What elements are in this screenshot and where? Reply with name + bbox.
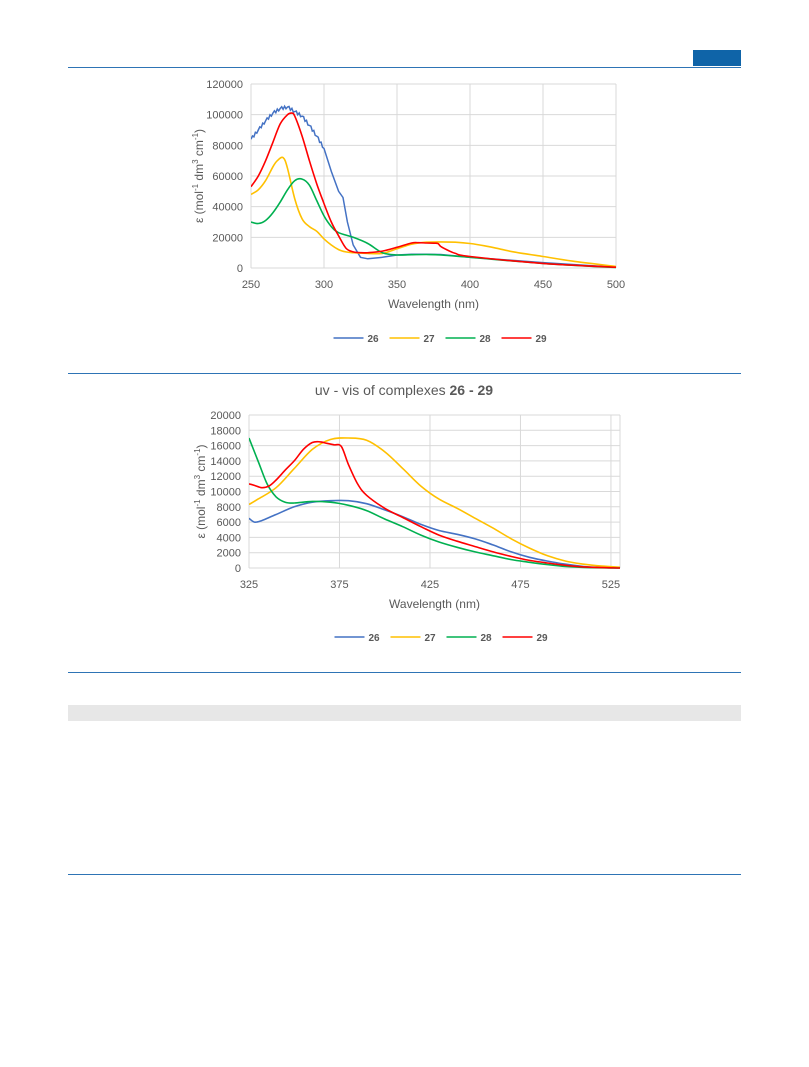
series-line-29 bbox=[251, 112, 616, 268]
legend-label: 28 bbox=[480, 334, 492, 345]
y-tick-label: 2000 bbox=[217, 548, 241, 560]
y-tick-label: 0 bbox=[237, 263, 243, 275]
series-line-28 bbox=[249, 437, 620, 569]
y-tick-label: 14000 bbox=[210, 456, 241, 468]
y-tick-label: 12000 bbox=[210, 471, 241, 483]
section-rule-2 bbox=[68, 672, 741, 673]
legend-item-29: 29 bbox=[502, 633, 549, 644]
series-line-26 bbox=[251, 104, 616, 268]
x-tick-label: 525 bbox=[602, 579, 620, 591]
legend-label: 29 bbox=[536, 334, 548, 345]
x-tick-label: 425 bbox=[421, 579, 439, 591]
y-tick-label: 60000 bbox=[212, 171, 243, 183]
legend-item-28: 28 bbox=[446, 633, 493, 644]
legend-item-26: 26 bbox=[334, 633, 381, 644]
section-rule-3 bbox=[68, 874, 741, 875]
series-line-28 bbox=[251, 177, 616, 269]
legend-label: 29 bbox=[537, 633, 549, 644]
legend-label: 27 bbox=[425, 633, 437, 644]
chart-2-title: uv - vis of complexes 26 - 29 bbox=[315, 382, 493, 398]
legend-item-26: 26 bbox=[333, 334, 380, 345]
x-axis-label: Wavelength (nm) bbox=[388, 297, 479, 311]
legend-item-27: 27 bbox=[390, 633, 437, 644]
y-tick-label: 16000 bbox=[210, 441, 241, 453]
y-tick-label: 4000 bbox=[217, 532, 241, 544]
y-tick-label: 100000 bbox=[206, 110, 243, 122]
series-line-29 bbox=[249, 440, 620, 569]
x-tick-label: 325 bbox=[240, 579, 258, 591]
chart-2: 0 2000 4000 6000 8000 10000 12000 14000 16000 180… bbox=[193, 382, 621, 644]
x-tick-label: 475 bbox=[511, 579, 529, 591]
legend-label: 26 bbox=[369, 633, 381, 644]
y-tick-label: 40000 bbox=[212, 202, 243, 214]
x-tick-label: 350 bbox=[388, 279, 406, 291]
x-tick-label: 250 bbox=[242, 279, 260, 291]
y-tick-label: 18000 bbox=[210, 425, 241, 437]
chart-2-title-bold: 26 - 29 bbox=[450, 382, 494, 398]
header-corner-block bbox=[693, 50, 741, 66]
x-axis-label: Wavelength (nm) bbox=[389, 597, 480, 611]
legend-label: 28 bbox=[481, 633, 493, 644]
series-line-26 bbox=[249, 499, 620, 569]
x-tick-label: 375 bbox=[330, 579, 348, 591]
header-rule bbox=[68, 67, 741, 68]
y-tick-label: 6000 bbox=[217, 517, 241, 529]
y-tick-label: 10000 bbox=[210, 487, 241, 499]
y-axis-label: ε (mol-1 dm3 cm-1) bbox=[193, 444, 208, 538]
x-tick-label: 400 bbox=[461, 279, 479, 291]
y-tick-label: 0 bbox=[235, 563, 241, 575]
y-tick-label: 20000 bbox=[210, 410, 241, 422]
legend-item-27: 27 bbox=[389, 334, 436, 345]
legend-label: 27 bbox=[424, 334, 436, 345]
grey-table-bar bbox=[68, 705, 741, 721]
legend-item-29: 29 bbox=[501, 334, 548, 345]
x-tick-label: 500 bbox=[607, 279, 625, 291]
y-tick-label: 8000 bbox=[217, 502, 241, 514]
chart-1: 0 20000 40000 60000 80000 100000 120000 250 300 3… bbox=[191, 79, 625, 345]
y-axis-label: ε (mol-1 dm3 cm-1) bbox=[191, 129, 206, 223]
series-line-27 bbox=[251, 156, 616, 268]
legend-item-28: 28 bbox=[445, 334, 492, 345]
series-line-27 bbox=[249, 437, 620, 568]
y-tick-label: 20000 bbox=[212, 232, 243, 244]
y-tick-label: 120000 bbox=[206, 79, 243, 91]
x-tick-label: 300 bbox=[315, 279, 333, 291]
section-rule-1 bbox=[68, 373, 741, 374]
y-tick-label: 80000 bbox=[212, 140, 243, 152]
chart-2-title-prefix: uv - vis of complexes bbox=[315, 382, 450, 398]
legend-label: 26 bbox=[368, 334, 380, 345]
x-tick-label: 450 bbox=[534, 279, 552, 291]
